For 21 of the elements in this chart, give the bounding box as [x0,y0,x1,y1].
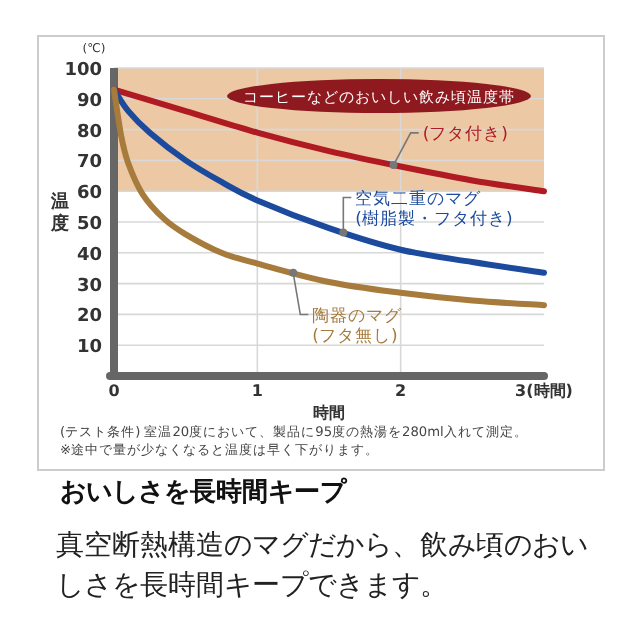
y-tick-label: 20 [76,307,102,328]
x-tick-label: 1 [251,382,264,400]
y-tick-label: 10 [76,338,102,359]
y-tick-label: 60 [76,184,102,205]
text: おいしさを長時間キープ [60,476,348,508]
series-label: 陶器のマグ (フタ無し) [312,304,405,347]
x-tick-label: 2 [395,382,407,400]
y-tick-label: 30 [76,276,102,297]
series-label: (フタ付き) [422,122,508,145]
x-tick-label: 0 [108,382,121,400]
series-label: 空気二重のマグ (樹脂製・フタ付き) [355,187,513,230]
y-axis-title: 温度 [49,190,69,235]
x-tick-label: 3(時間) [515,382,573,400]
text: 真空断熱構造のマグだから、飲み頃のおいしさを長時間キープできます。 [56,530,588,602]
y-tick-label: 100 [64,61,102,81]
y-tick-label: 40 [76,245,102,266]
y-tick-label: 70 [76,153,102,174]
x-axis-title: 時間 [313,404,345,422]
y-tick-label: 90 [76,91,102,112]
y-tick-label: 80 [76,122,102,143]
y-tick-label: 50 [76,215,102,235]
